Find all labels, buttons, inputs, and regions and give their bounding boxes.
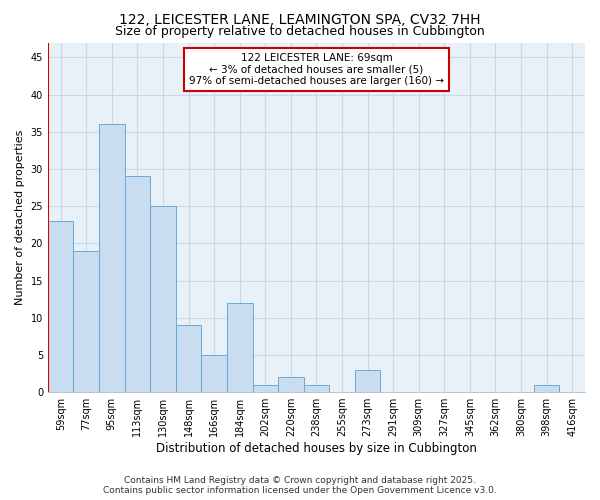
Bar	[99, 124, 125, 392]
Text: 122, LEICESTER LANE, LEAMINGTON SPA, CV32 7HH: 122, LEICESTER LANE, LEAMINGTON SPA, CV3…	[119, 12, 481, 26]
Bar	[202, 355, 227, 392]
Bar	[227, 303, 253, 392]
Y-axis label: Number of detached properties: Number of detached properties	[15, 130, 25, 305]
Text: 122 LEICESTER LANE: 69sqm
← 3% of detached houses are smaller (5)
97% of semi-de: 122 LEICESTER LANE: 69sqm ← 3% of detach…	[189, 53, 444, 86]
Bar	[355, 370, 380, 392]
Bar	[534, 384, 559, 392]
Bar	[125, 176, 150, 392]
X-axis label: Distribution of detached houses by size in Cubbington: Distribution of detached houses by size …	[156, 442, 477, 455]
Bar	[304, 384, 329, 392]
Text: Contains HM Land Registry data © Crown copyright and database right 2025.
Contai: Contains HM Land Registry data © Crown c…	[103, 476, 497, 495]
Bar	[73, 251, 99, 392]
Bar	[176, 325, 202, 392]
Bar	[48, 221, 73, 392]
Bar	[150, 206, 176, 392]
Bar	[253, 384, 278, 392]
Text: Size of property relative to detached houses in Cubbington: Size of property relative to detached ho…	[115, 25, 485, 38]
Bar	[278, 377, 304, 392]
